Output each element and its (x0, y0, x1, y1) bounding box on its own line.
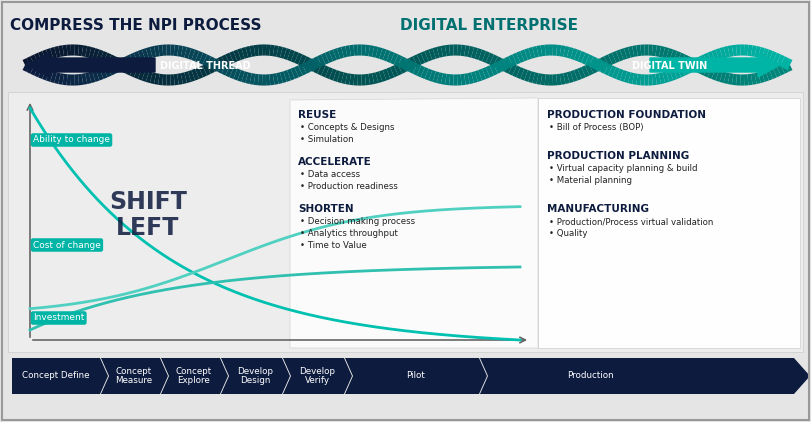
Polygon shape (160, 358, 169, 394)
Text: • Simulation: • Simulation (300, 135, 354, 144)
Text: • Production/Process virtual validation: • Production/Process virtual validation (549, 217, 714, 226)
Text: • Decision making process: • Decision making process (300, 217, 415, 226)
Text: Concept
Measure: Concept Measure (115, 367, 152, 385)
Text: REUSE: REUSE (298, 110, 337, 120)
Polygon shape (344, 358, 353, 394)
Text: MANUFACTURING: MANUFACTURING (547, 204, 649, 214)
Text: • Data access: • Data access (300, 170, 360, 179)
Text: Develop
Design: Develop Design (237, 367, 273, 385)
Polygon shape (282, 358, 291, 394)
Text: ACCELERATE: ACCELERATE (298, 157, 371, 167)
FancyArrow shape (650, 53, 780, 77)
Text: Production: Production (567, 371, 614, 381)
Text: • Concepts & Designs: • Concepts & Designs (300, 123, 394, 132)
Text: COMPRESS THE NPI PROCESS: COMPRESS THE NPI PROCESS (10, 18, 261, 33)
Text: Pilot: Pilot (406, 371, 425, 381)
Polygon shape (100, 358, 109, 394)
Text: • Bill of Process (BOP): • Bill of Process (BOP) (549, 123, 643, 132)
Text: SHIFT
LEFT: SHIFT LEFT (109, 190, 187, 240)
Text: Concept
Explore: Concept Explore (176, 367, 212, 385)
Text: • Material planning: • Material planning (549, 176, 632, 185)
FancyBboxPatch shape (8, 92, 803, 352)
Text: Investment: Investment (33, 314, 84, 322)
Text: • Virtual capacity planning & build: • Virtual capacity planning & build (549, 164, 697, 173)
Text: DIGITAL TWIN: DIGITAL TWIN (633, 61, 708, 71)
Polygon shape (220, 358, 229, 394)
Text: Ability to change: Ability to change (33, 135, 110, 144)
Text: • Analytics throughput: • Analytics throughput (300, 229, 398, 238)
Polygon shape (12, 358, 810, 394)
Text: • Production readiness: • Production readiness (300, 182, 398, 191)
Text: DIGITAL ENTERPRISE: DIGITAL ENTERPRISE (400, 18, 578, 33)
Polygon shape (290, 98, 538, 348)
Text: SHORTEN: SHORTEN (298, 204, 354, 214)
Text: Develop
Verify: Develop Verify (299, 367, 335, 385)
FancyBboxPatch shape (538, 98, 800, 348)
Text: PRODUCTION FOUNDATION: PRODUCTION FOUNDATION (547, 110, 706, 120)
Text: Concept Define: Concept Define (22, 371, 90, 381)
Text: Cost of change: Cost of change (33, 241, 101, 249)
Text: • Quality: • Quality (549, 229, 587, 238)
FancyArrow shape (27, 53, 155, 77)
Text: PRODUCTION PLANNING: PRODUCTION PLANNING (547, 151, 689, 161)
Text: • Time to Value: • Time to Value (300, 241, 367, 250)
Text: DIGITAL THREAD: DIGITAL THREAD (160, 61, 251, 71)
Polygon shape (479, 358, 488, 394)
